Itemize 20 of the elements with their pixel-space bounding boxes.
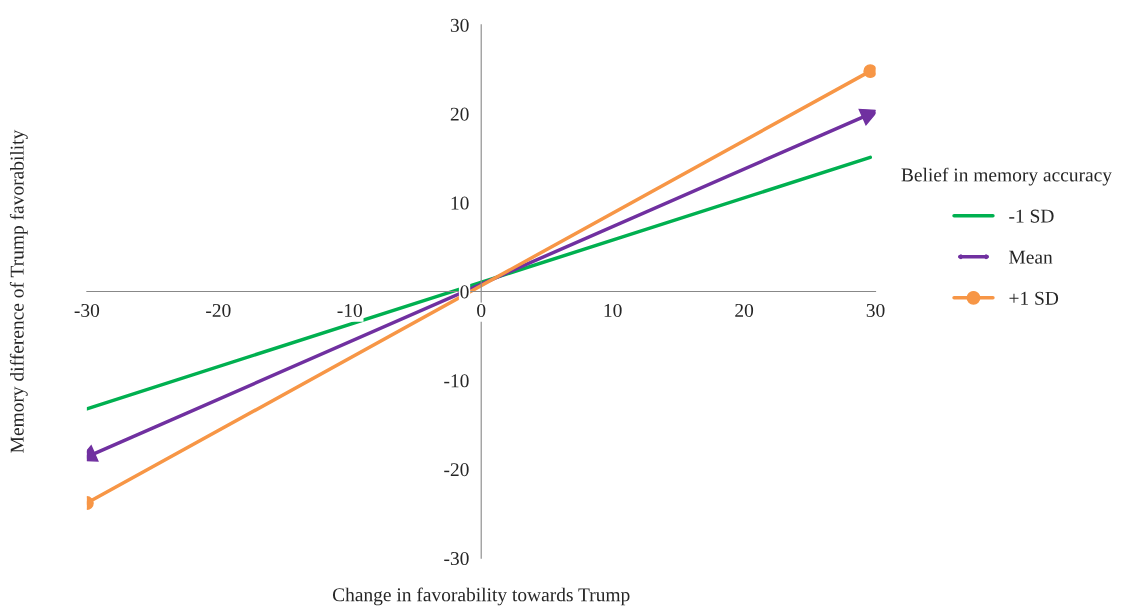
x-tick-label: 0 xyxy=(477,303,486,318)
x-tick-label: 10 xyxy=(604,303,622,318)
y-tick-label: -10 xyxy=(444,374,469,388)
y-tick-label: 20 xyxy=(450,107,469,121)
legend-label: +1 SD xyxy=(1009,291,1059,305)
x-axis-title: Change in favorability towards Trump xyxy=(332,587,630,606)
y-tick-label: 0 xyxy=(460,285,469,299)
y-tick-label: 10 xyxy=(451,196,469,210)
x-tick-label: -30 xyxy=(74,303,100,318)
y-axis-title: Memory difference of Trump favorability xyxy=(9,129,28,453)
y-tick-label: -20 xyxy=(444,463,469,477)
legend-label: -1 SD xyxy=(1009,209,1054,223)
x-tick-label: 30 xyxy=(866,303,885,318)
x-tick-label: 20 xyxy=(735,303,754,318)
x-tick-label: -20 xyxy=(206,303,231,318)
y-tick-label: -30 xyxy=(444,551,469,566)
y-tick-label: 30 xyxy=(450,18,469,32)
x-tick-label: -10 xyxy=(337,303,362,318)
legend-label: Mean xyxy=(1009,250,1053,264)
legend-title: Belief in memory accuracy xyxy=(901,167,1112,186)
